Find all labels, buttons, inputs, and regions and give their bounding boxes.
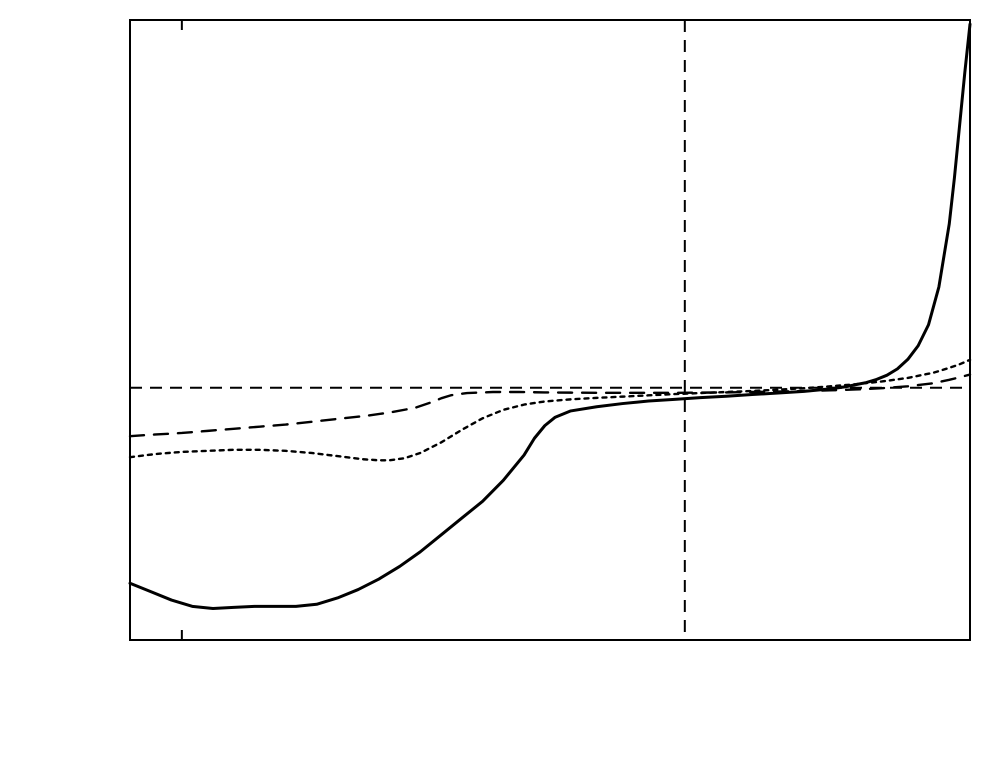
lsv-chart xyxy=(0,0,1000,768)
chart-container xyxy=(0,0,1000,768)
